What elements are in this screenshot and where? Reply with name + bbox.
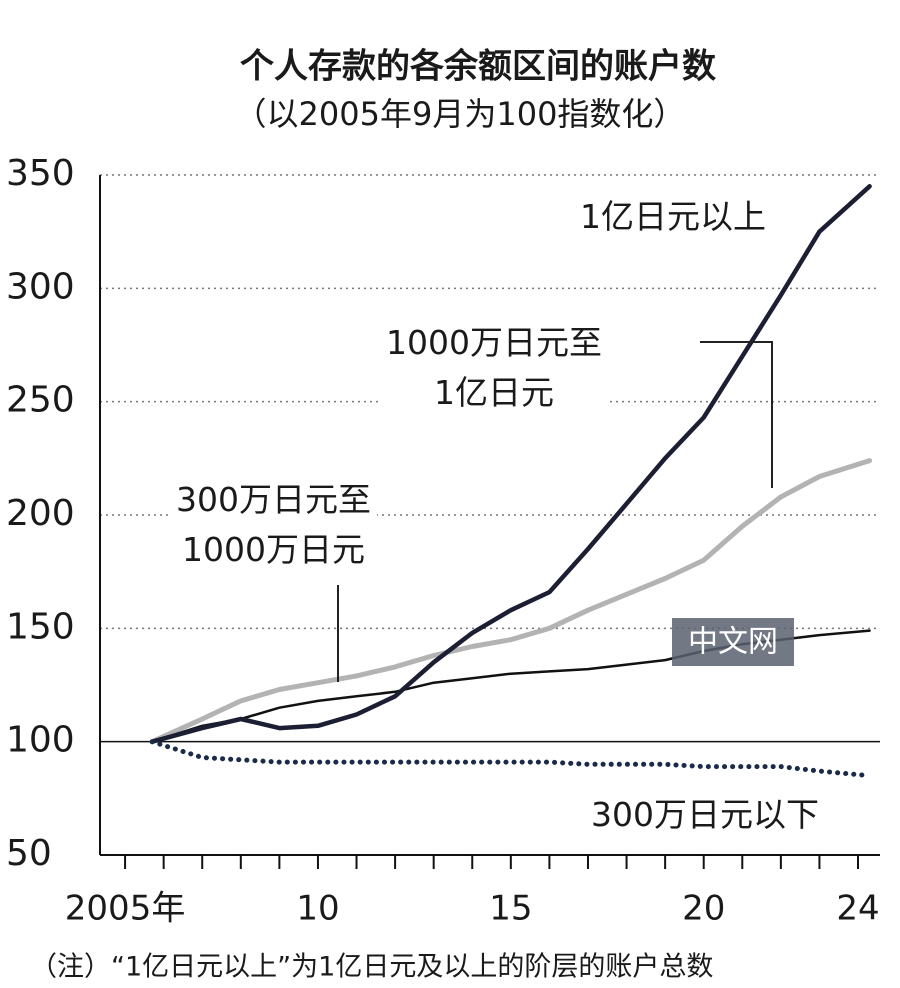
leader-line [700, 341, 773, 488]
x-tick-label: 10 [296, 889, 339, 929]
y-tick-label: 200 [6, 493, 75, 534]
series-label: 1亿日元以上 [574, 192, 772, 242]
series-line [149, 458, 873, 745]
series-label: 1000万日元至 1亿日元 [380, 318, 608, 418]
y-tick-label: 300 [6, 266, 75, 307]
series-label: 300万日元以下 [585, 790, 825, 840]
chart-subtitle: （以2005年9月为100指数化） [235, 95, 686, 133]
x-tick-label: 15 [489, 889, 532, 929]
series-line [149, 739, 873, 779]
y-tick-label: 250 [6, 380, 75, 421]
watermark: 中文网 [688, 625, 778, 660]
y-tick-label: 150 [6, 606, 75, 647]
y-tick-label: 50 [6, 833, 52, 874]
series-label: 300万日元至 1000万日元 [170, 475, 377, 575]
x-tick-label: 24 [836, 889, 879, 929]
series-line [149, 184, 872, 744]
chart-title: 个人存款的各余额区间的账户数 [240, 47, 716, 87]
x-tick-label: 2005年 [65, 889, 186, 929]
note: （注）“1亿日元以上”为1亿日元及以上的阶层的账户总数 [30, 952, 713, 983]
y-tick-label: 350 [6, 153, 75, 194]
y-tick-label: 100 [6, 720, 75, 761]
watermark-box [672, 618, 794, 666]
x-tick-label: 20 [682, 889, 725, 929]
